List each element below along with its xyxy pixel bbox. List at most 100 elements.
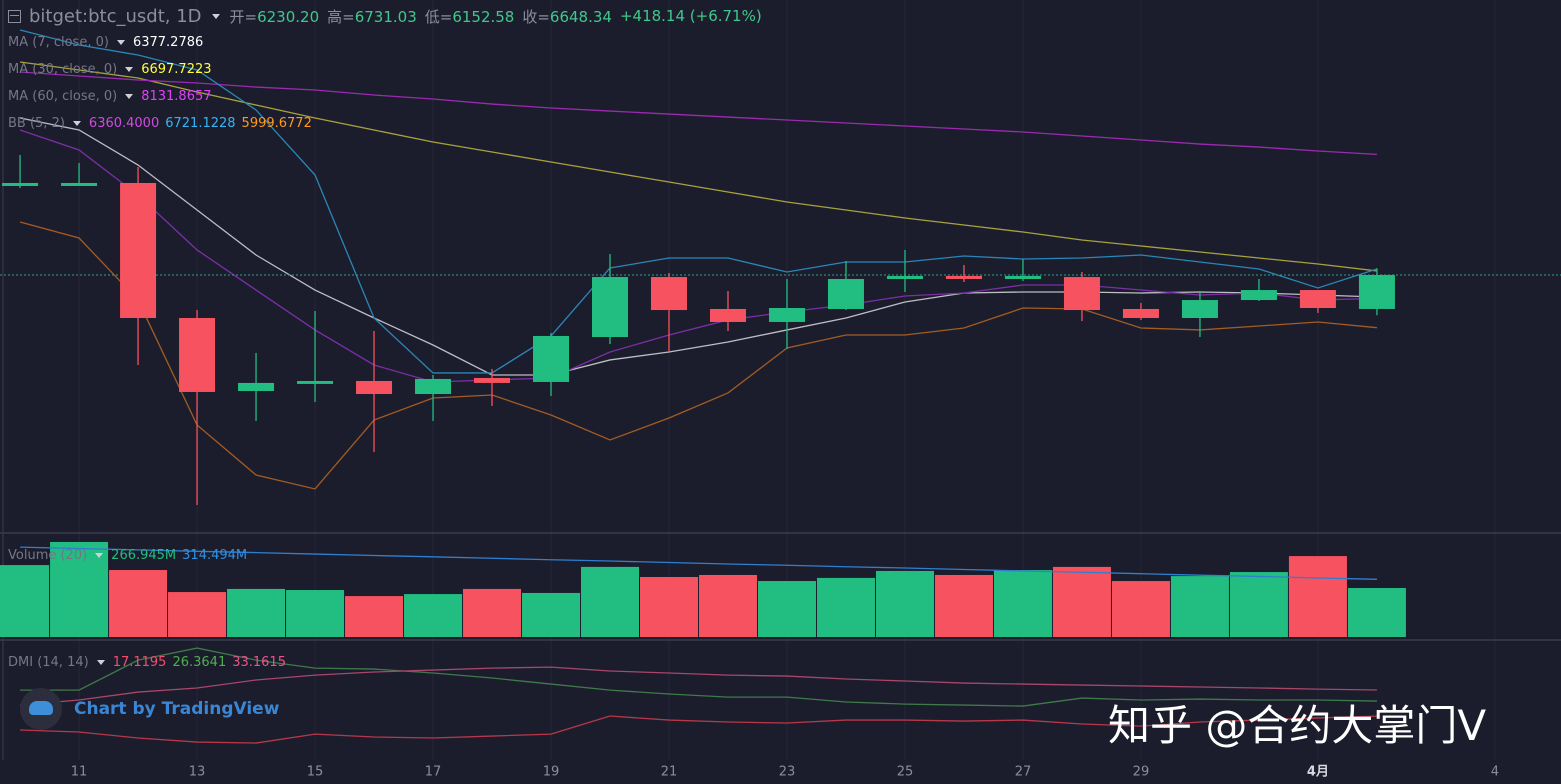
candle-body — [1181, 300, 1218, 318]
indicator-name[interactable]: MA (7, close, 0) — [8, 35, 109, 50]
indicator-line — [20, 546, 1377, 580]
volume-bar — [1111, 581, 1170, 637]
indicator-line — [20, 715, 1377, 744]
candle-body — [945, 275, 982, 279]
ohlc-field: 低=6152.58 — [425, 6, 515, 27]
candle-body — [592, 277, 629, 338]
volume-bar — [640, 577, 698, 637]
ohlc-label: 低= — [424, 7, 453, 26]
caret[interactable] — [72, 121, 81, 126]
indicator-legend: DMI (14, 14) 17.1195 26.3641 33.1615 — [8, 655, 286, 670]
indicator-line — [20, 71, 1377, 156]
zhihu-watermark: 知乎 @合约大掌门V — [1108, 701, 1487, 750]
candle-body — [1122, 308, 1159, 318]
candle-body — [356, 380, 393, 395]
x-tick-label: 27 — [1015, 765, 1032, 780]
x-tick-label: 4 — [1491, 765, 1499, 780]
volume-bar — [404, 594, 463, 637]
volume-bar — [0, 565, 50, 637]
indicator-value: 26.3641 — [172, 655, 227, 670]
ohlc-label: 收= — [522, 7, 550, 26]
price-change: +418.14 (+6.71%) — [619, 7, 762, 25]
volume-bar — [1170, 576, 1229, 637]
indicator-value: 8131.8657 — [141, 89, 212, 104]
volume-bar — [1229, 572, 1288, 637]
volume-bar — [698, 574, 757, 637]
candle-body — [297, 380, 334, 384]
candle-body — [1358, 274, 1395, 309]
candle-body — [768, 308, 805, 322]
x-tick-label: 19 — [543, 765, 560, 780]
indicator-value: 314.494M — [182, 548, 248, 563]
indicator-line — [20, 647, 1377, 707]
indicator-value: 33.1615 — [232, 655, 286, 670]
candle-body — [827, 278, 864, 309]
ohlc-value: 6731.03 — [354, 7, 417, 26]
indicator-line — [19, 117, 1377, 376]
tradingview-watermark: Chart by TradingView — [20, 688, 279, 730]
candle-body — [474, 377, 511, 383]
collapse-icon[interactable] — [8, 9, 21, 23]
volume-bar — [993, 570, 1052, 637]
caret[interactable] — [125, 94, 134, 99]
candle-body — [886, 275, 923, 279]
candle-body — [1004, 275, 1041, 279]
volume-bar — [1288, 556, 1347, 637]
indicator-value: 6697.7223 — [141, 62, 212, 77]
indicator-value: 17.1195 — [112, 655, 167, 670]
x-tick-label: 11 — [71, 765, 88, 780]
indicator-legend: BB (5, 2) 6360.4000 6721.1228 5999.6772 — [8, 116, 312, 131]
ohlc-field: 收=6648.34 — [522, 6, 612, 27]
candle-body — [1063, 277, 1100, 311]
candle-body — [179, 318, 216, 392]
volume-bar — [581, 566, 640, 637]
candle-body — [415, 378, 452, 395]
indicator-name[interactable]: Volume (20) — [8, 548, 88, 563]
caret[interactable] — [125, 67, 134, 72]
ohlc-field: 开=6230.20 — [230, 6, 320, 27]
candle-body — [651, 277, 687, 311]
volume-bar — [522, 592, 581, 637]
volume-bar — [227, 588, 286, 637]
indicator-value: 6360.4000 — [88, 116, 160, 131]
ohlc-value: 6648.34 — [549, 7, 612, 26]
indicator-value: 6377.2786 — [132, 35, 204, 50]
indicator-value: 266.945M — [111, 548, 177, 563]
symbol-header: bitget:btc_usdt, 1D 开=6230.20 高=6731.03 低=… — [8, 4, 762, 28]
volume-bar — [168, 592, 227, 637]
candle-body — [1240, 290, 1277, 301]
tradingview-logo — [20, 688, 62, 730]
indicator-name[interactable]: DMI (14, 14) — [8, 655, 89, 670]
x-tick-label: 15 — [307, 765, 324, 780]
indicator-legend: MA (7, close, 0) 6377.2786 — [8, 35, 203, 50]
volume-bar — [1347, 588, 1406, 637]
x-tick-label: 21 — [661, 765, 678, 780]
tradingview-text: Chart by TradingView — [74, 699, 280, 719]
symbol[interactable]: bitget:btc_usdt, 1D — [29, 5, 202, 27]
indicator-name[interactable]: BB (5, 2) — [8, 116, 65, 131]
indicator-legend: Volume (20) 266.945M 314.494M — [8, 548, 247, 563]
indicator-line — [20, 666, 1377, 706]
indicator-line — [19, 221, 1378, 490]
indicator-name[interactable]: MA (60, close, 0) — [8, 89, 118, 104]
candle-body — [61, 182, 98, 186]
ohlc-label: 高= — [327, 7, 355, 26]
caret[interactable] — [116, 40, 125, 45]
indicator-value: 5999.6772 — [241, 116, 312, 131]
volume-bar — [463, 588, 522, 637]
caret[interactable] — [95, 553, 104, 558]
caret[interactable] — [96, 660, 105, 665]
volume-bar — [1052, 566, 1111, 637]
caret[interactable] — [211, 13, 220, 19]
x-tick-label: 25 — [897, 765, 914, 780]
volume-bar — [109, 570, 168, 637]
indicator-legend: MA (30, close, 0) 6697.7223 — [8, 62, 212, 77]
ohlc-value: 6230.20 — [257, 7, 320, 26]
volume-bar — [345, 596, 404, 637]
volume-bar — [816, 577, 875, 637]
candle-body — [2, 182, 39, 186]
indicator-name[interactable]: MA (30, close, 0) — [8, 62, 118, 77]
